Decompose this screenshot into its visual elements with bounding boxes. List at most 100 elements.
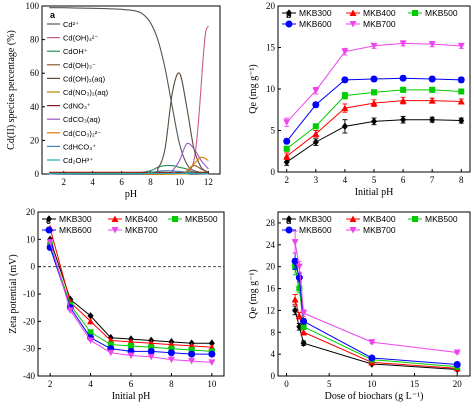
- series-d-3: [291, 252, 461, 369]
- x-tick-label: 5: [372, 175, 377, 185]
- data-point: [208, 339, 215, 347]
- data-point: [370, 42, 378, 50]
- y-axis-label: Qe (mg g⁻¹): [248, 64, 259, 113]
- x-tick-label: 7: [430, 175, 435, 185]
- data-point: [399, 97, 407, 104]
- y-tick-label: 40: [30, 102, 40, 112]
- y-tick-label: 28: [266, 218, 276, 228]
- x-tick-label: 8: [148, 177, 153, 187]
- x-tick-label: 10: [175, 177, 185, 187]
- panel-d: 0 5 10 15 20 0 4 8 12 16 20 24 28 Dose of biochars (g…: [248, 211, 471, 402]
- data-point: [168, 345, 175, 352]
- y-tick-label: 16: [266, 284, 276, 294]
- data-point: [428, 75, 436, 83]
- data-point: [399, 74, 407, 82]
- data-point: [453, 349, 461, 356]
- data-point: [188, 347, 195, 354]
- data-point: [128, 342, 134, 349]
- data-point: [399, 40, 407, 47]
- legend-label: MKB700: [363, 19, 396, 29]
- data-point: [147, 353, 155, 361]
- data-point: [283, 145, 290, 152]
- legend-label: MKB400: [363, 8, 396, 18]
- x-tick-label: 12: [204, 177, 213, 187]
- data-point: [87, 329, 94, 336]
- data-point: [208, 359, 216, 366]
- y-tick-label: 0: [271, 371, 276, 381]
- y-tick-label: 15: [266, 43, 276, 53]
- y-tick-label: 60: [30, 68, 40, 78]
- data-point: [371, 89, 377, 96]
- legend-swatch-marker: [349, 227, 357, 234]
- legend-label: MKB700: [363, 225, 396, 235]
- data-point: [87, 312, 94, 320]
- series-line: [286, 42, 462, 123]
- x-tick-label: 2: [61, 177, 66, 187]
- legend-label: CdOH⁺: [63, 47, 88, 56]
- legend-b: MKB300 MKB400 MKB500 MKB600 MKB700: [282, 8, 458, 29]
- x-tick-label: 6: [119, 177, 124, 187]
- x-tick-label: 3: [314, 175, 319, 185]
- x-tick-label: 6: [401, 175, 406, 185]
- x-tick-label: 8: [459, 175, 464, 185]
- series-b-4: [283, 40, 465, 127]
- y-tick-label: 4: [271, 349, 276, 359]
- data-point: [457, 76, 465, 84]
- x-axis-label: pH: [125, 189, 137, 200]
- series-c-4: [46, 239, 216, 366]
- data-point: [283, 152, 291, 160]
- data-point: [46, 239, 54, 246]
- data-point: [291, 295, 299, 303]
- x-tick-label: 6: [129, 379, 134, 389]
- y-tick-label: 8: [271, 327, 276, 337]
- legend-swatch-marker: [46, 215, 52, 223]
- legend-swatch-marker: [349, 215, 357, 222]
- legend-label: MKB400: [363, 214, 396, 224]
- legend-label: CdHCO₃⁺: [63, 142, 96, 151]
- x-tick-label: 2: [48, 379, 53, 389]
- legend-swatch-marker: [412, 216, 418, 222]
- data-point: [371, 117, 377, 126]
- data-point: [300, 323, 307, 330]
- data-point: [341, 76, 349, 84]
- y-tick-label: 5: [271, 126, 276, 136]
- x-axis-label: Initial pH: [355, 187, 394, 198]
- legend-label: MKB300: [299, 214, 332, 224]
- series-line: [294, 266, 458, 368]
- data-point: [87, 337, 95, 344]
- x-tick-label: 5: [327, 379, 332, 389]
- legend-label: MKB600: [299, 225, 332, 235]
- x-tick-label: 4: [90, 177, 95, 187]
- data-point: [312, 123, 319, 130]
- legend-swatch-marker: [45, 226, 53, 234]
- data-point: [312, 130, 320, 137]
- y-tick-label: 24: [266, 240, 276, 250]
- data-point: [370, 99, 378, 107]
- y-tick-label: -10: [23, 289, 35, 299]
- y-axis-label: Cd(II) species percentage (%): [6, 30, 17, 150]
- data-point: [283, 119, 291, 126]
- legend-label: Cd₂OH³⁺: [63, 156, 93, 165]
- legend-label: MKB500: [185, 214, 218, 224]
- plot-frame: [277, 211, 471, 377]
- data-point: [341, 122, 348, 131]
- y-tick-label: 100: [26, 1, 40, 11]
- data-point: [429, 86, 436, 93]
- x-tick-label: 20: [453, 379, 463, 389]
- data-point: [312, 101, 320, 109]
- data-point: [167, 356, 175, 364]
- data-point: [457, 42, 465, 50]
- data-point: [300, 317, 308, 325]
- data-point: [341, 48, 349, 56]
- y-tick-label: 0: [31, 262, 36, 272]
- data-point: [167, 349, 175, 357]
- data-point: [300, 339, 307, 347]
- x-tick-label: 10: [207, 379, 217, 389]
- data-point: [300, 310, 308, 317]
- x-tick-label: 8: [169, 379, 174, 389]
- series-b-1: [283, 96, 465, 161]
- legend-label: Cd(OH)₄²⁻: [63, 34, 98, 43]
- data-point: [292, 306, 299, 315]
- legend-swatch-marker: [349, 9, 357, 16]
- data-point: [107, 349, 115, 357]
